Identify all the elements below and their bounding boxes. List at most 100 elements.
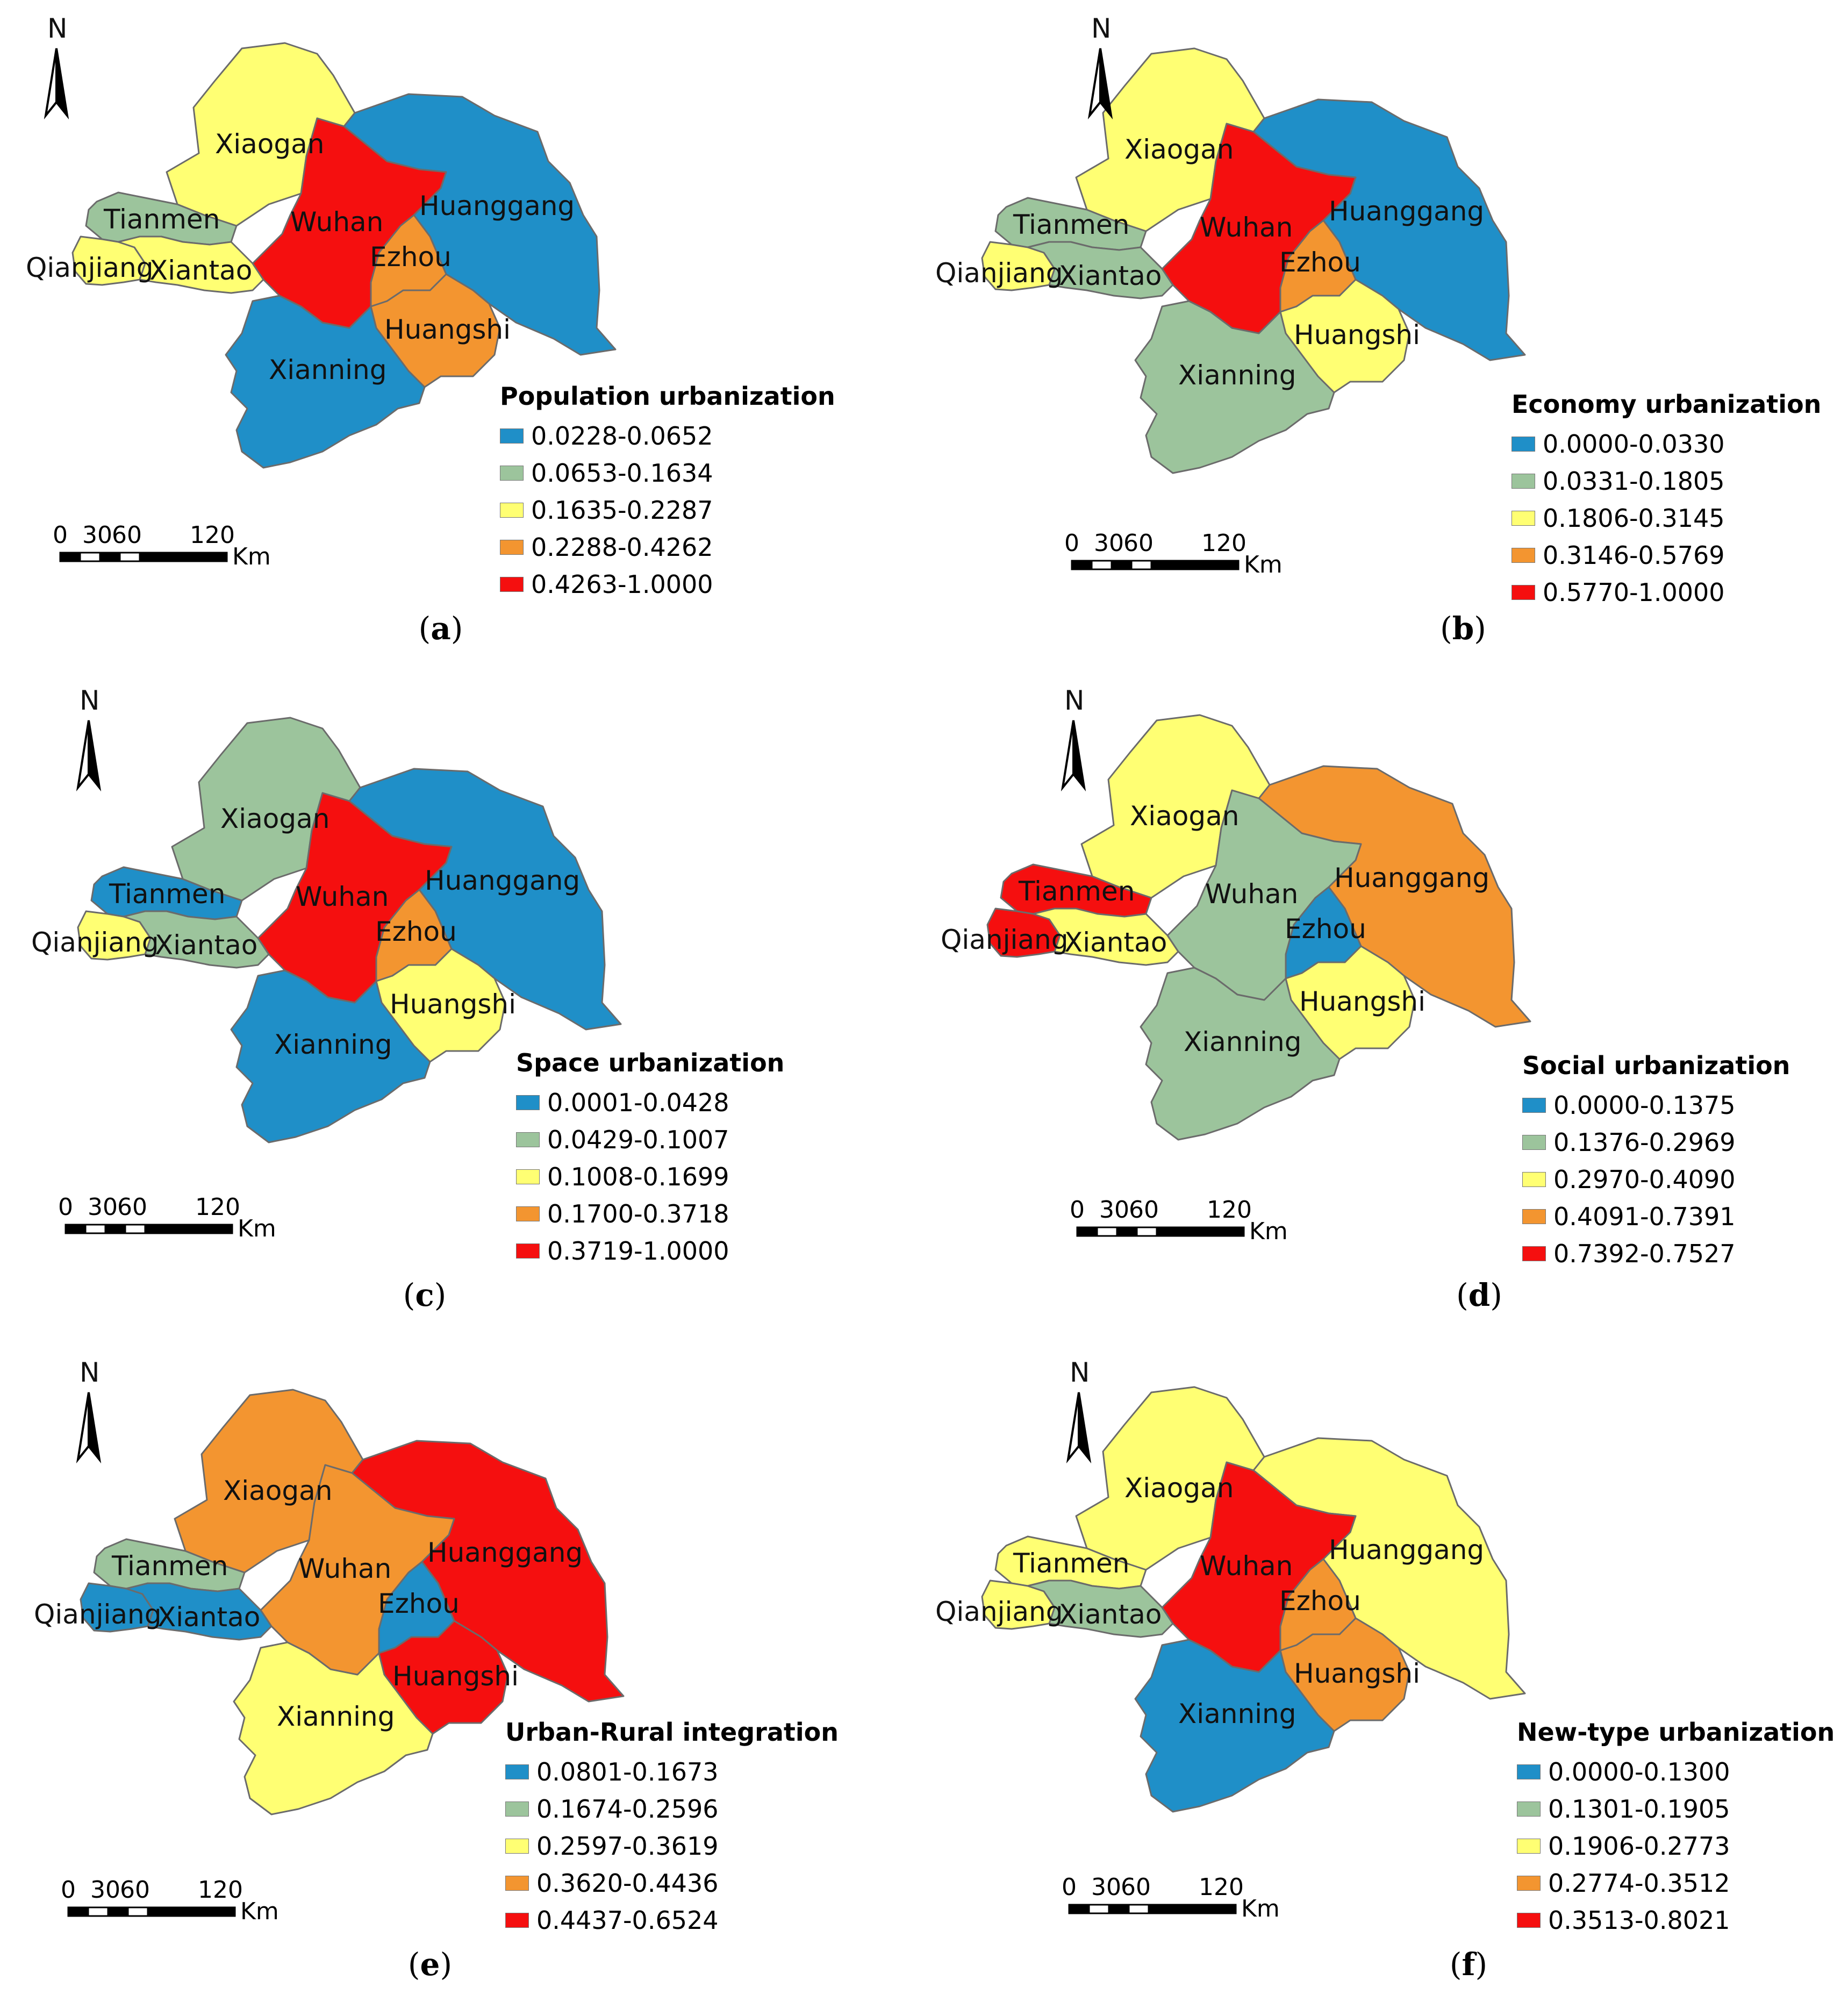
legend-label: 0.3719-1.0000 (547, 1236, 729, 1266)
region-label-ezhou: Ezhou (1279, 247, 1361, 278)
legend-title: Social urbanization (1522, 1051, 1790, 1080)
legend-swatch (505, 1764, 529, 1779)
legend-label: 0.1700-0.3718 (547, 1199, 729, 1228)
scale-bar-graphic (1068, 1904, 1237, 1914)
panel-letter: a (431, 610, 451, 647)
region-label-huanggang: Huanggang (1329, 1534, 1484, 1565)
region-label-xiaogan: Xiaogan (1124, 1472, 1234, 1504)
north-arrow-icon: N (44, 13, 69, 120)
legend-label: 0.1635-0.2287 (531, 495, 713, 525)
legend-label: 0.0653-0.1634 (531, 458, 713, 488)
region-label-wuhan: Wuhan (298, 1553, 391, 1584)
legend-item: 0.0429-0.1007 (516, 1121, 784, 1158)
legend-label: 0.4091-0.7391 (1553, 1202, 1736, 1231)
region-label-xiaogan: Xiaogan (1124, 134, 1234, 165)
region-label-wuhan: Wuhan (1200, 212, 1293, 243)
legend-label: 0.0000-0.1375 (1553, 1090, 1736, 1120)
scale-unit: Km (1241, 1895, 1280, 1922)
region-wuhan (257, 792, 453, 1004)
region-label-huangshi: Huangshi (384, 314, 511, 345)
region-qianjiang (71, 235, 146, 286)
region-label-xianning: Xianning (1184, 1026, 1301, 1057)
region-label-qianjiang: Qianjiang (941, 924, 1068, 955)
scale-bar: 0 30 60 120 Km (61, 1876, 293, 1930)
legend-label: 0.7392-0.7527 (1553, 1239, 1736, 1268)
region-label-tianmen: Tianmen (1013, 1548, 1129, 1579)
region-wuhan (1161, 1461, 1357, 1673)
region-qianjiang (80, 1582, 154, 1633)
legend-label: 0.4437-0.6524 (536, 1905, 719, 1935)
legend-item: 0.2774-0.3512 (1517, 1864, 1835, 1901)
legend-swatch (1512, 510, 1535, 526)
legend-swatch (1522, 1171, 1546, 1187)
region-xiantao (1027, 1579, 1174, 1638)
legend-label: 0.1806-0.3145 (1543, 503, 1725, 533)
region-label-xiaogan: Xiaogan (220, 803, 329, 834)
legend-swatch (505, 1838, 529, 1854)
legend-label: 0.0001-0.0428 (547, 1088, 729, 1117)
region-label-qianjiang: Qianjiang (34, 1599, 161, 1630)
panel-caption: (c) (403, 1277, 447, 1313)
legend-label: 0.1906-0.2773 (1548, 1831, 1730, 1861)
scale-tick-label: 120 (195, 1193, 240, 1221)
legend-item: 0.0331-0.1805 (1512, 462, 1821, 499)
panel-letter: c (415, 1277, 434, 1313)
region-label-huanggang: Huanggang (427, 1537, 583, 1568)
legend-item: 0.1674-0.2596 (505, 1790, 839, 1827)
region-label-huanggang: Huanggang (1329, 196, 1484, 227)
region-xiantao (1027, 241, 1174, 299)
north-label: N (1064, 685, 1084, 716)
region-label-ezhou: Ezhou (1285, 913, 1366, 945)
scale-unit: Km (240, 1898, 279, 1925)
scale-bar-graphic (65, 1224, 233, 1234)
scale-tick-label: 60 (1121, 1874, 1151, 1901)
panel-caption: (d) (1456, 1277, 1502, 1313)
legend-swatch (500, 576, 524, 592)
north-label: N (1091, 13, 1111, 44)
region-label-xianning: Xianning (274, 1029, 392, 1060)
legend: New-type urbanization 0.0000-0.1300 0.1301… (1517, 1718, 1835, 1939)
legend-item: 0.1806-0.3145 (1512, 499, 1821, 537)
scale-tick-label: 30 (88, 1193, 118, 1221)
north-arrow-icon: N (1087, 13, 1113, 120)
legend-swatch (1517, 1912, 1541, 1928)
legend-label: 0.2597-0.3619 (536, 1831, 719, 1861)
legend-item: 0.3620-0.4436 (505, 1864, 839, 1901)
legend-label: 0.0000-0.0330 (1543, 429, 1725, 459)
legend-label: 0.4263-1.0000 (531, 569, 713, 599)
legend-swatch (1517, 1764, 1541, 1779)
legend-label: 0.0801-0.1673 (536, 1757, 719, 1786)
legend-swatch (1517, 1801, 1541, 1817)
region-qianjiang (981, 1579, 1056, 1630)
legend-swatch (1512, 436, 1535, 452)
legend-swatch (505, 1801, 529, 1817)
scale-tick-label: 120 (1201, 530, 1247, 557)
legend-swatch (500, 502, 524, 518)
scale-tick-label: 60 (1123, 530, 1154, 557)
legend-label: 0.3513-0.8021 (1548, 1905, 1730, 1935)
scale-tick-label: 0 (1062, 1874, 1077, 1901)
region-label-xiantao: Xiantao (157, 1602, 260, 1633)
panel-caption: (a) (418, 610, 463, 647)
legend: Social urbanization 0.0000-0.1375 0.1376-0… (1522, 1051, 1790, 1272)
region-label-huanggang: Huanggang (419, 190, 575, 221)
region-xiantao (125, 1582, 273, 1641)
legend-item: 0.2597-0.3619 (505, 1827, 839, 1864)
legend-swatch (516, 1095, 540, 1110)
legend-item: 0.1376-0.2969 (1522, 1124, 1790, 1161)
legend-item: 0.5770-1.0000 (1512, 574, 1821, 611)
scale-tick-label: 0 (61, 1876, 76, 1904)
legend-label: 0.3620-0.4436 (536, 1868, 719, 1898)
scale-tick-label: 30 (1099, 1196, 1129, 1224)
region-label-qianjiang: Qianjiang (935, 1596, 1063, 1627)
scale-tick-label: 30 (1091, 1874, 1121, 1901)
legend-label: 0.1301-0.1905 (1548, 1794, 1730, 1824)
map-panel-c: Xiaogan Tianmen Qianjiang Xiantao Wuhan Huang… (0, 672, 920, 1344)
legend-item: 0.1635-0.2287 (500, 491, 835, 528)
scale-bar: 0 30 60 120 Km (58, 1193, 290, 1247)
region-label-wuhan: Wuhan (290, 206, 383, 238)
region-label-xianning: Xianning (277, 1701, 395, 1732)
region-label-xiantao: Xiantao (149, 255, 252, 286)
